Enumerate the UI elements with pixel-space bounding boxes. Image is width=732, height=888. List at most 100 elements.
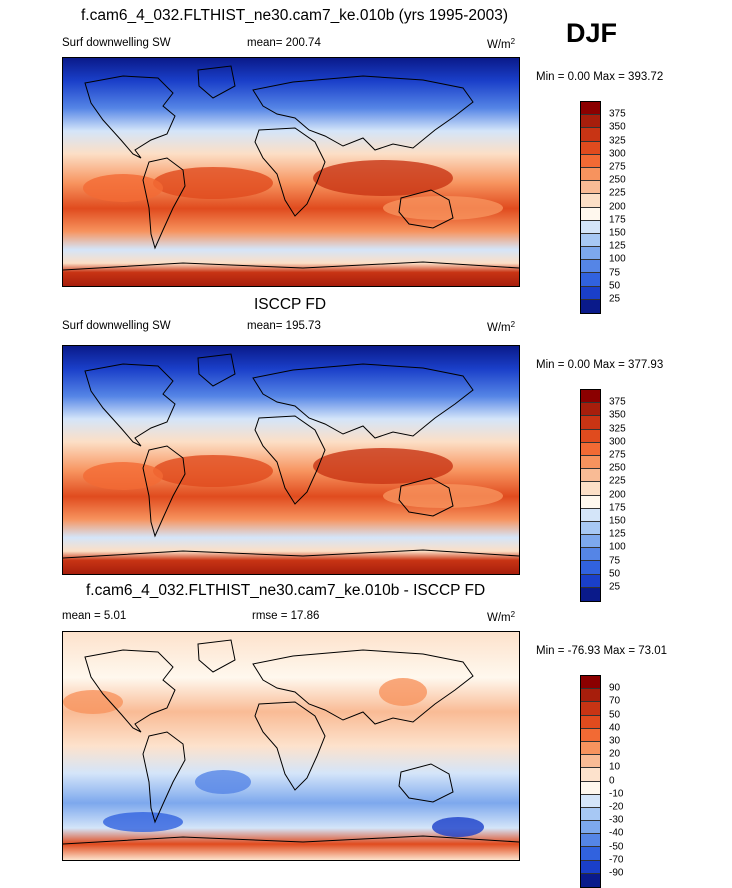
panel2-variable-label: Surf downwelling SW [62,320,171,332]
colorbar-box [581,781,600,795]
colorbar-box [581,247,600,261]
colorbar-box [581,741,600,756]
colorbar-box [581,561,600,575]
colorbar-tick-label: 40 [609,722,621,734]
colorbar-box [581,102,600,116]
colorbar-tick-label: 25 [609,293,621,305]
colorbar-box [581,207,600,221]
colorbar-tick-label: -40 [609,827,624,839]
colorbar-tick-label: 70 [609,695,621,707]
colorbar-box [581,390,600,404]
colorbar-box [581,194,600,208]
colorbar-tick-label: 30 [609,735,621,747]
colorbar-tick-label: 325 [609,423,626,435]
colorbar-tick-label: 0 [609,775,615,787]
colorbar-box [581,469,600,483]
colorbar-tick-label: 275 [609,161,626,173]
colorbar-tick-label: 75 [609,555,621,567]
colorbar-box [581,807,600,822]
colorbar-tick-label: 75 [609,267,621,279]
colorbar-box [581,429,600,443]
colorbar-tick-label: 90 [609,682,621,694]
panel2-minmax: Min = 0.00 Max = 377.93 [536,359,664,371]
colorbar-tick-label: 10 [609,761,621,773]
colorbar-box [581,702,600,716]
colorbar-tick-label: 175 [609,502,626,514]
colorbar-box [581,416,600,430]
colorbar-tick-label: -70 [609,854,624,866]
colorbar-tick-label: 200 [609,201,626,213]
colorbar-tick-label: 225 [609,475,626,487]
colorbar-box [581,834,600,848]
colorbar-box [581,455,600,470]
colorbar-tick-label: 300 [609,148,626,160]
colorbar-tick-label: 250 [609,174,626,186]
panel1-mean: mean= 200.74 [247,37,321,49]
colorbar-tick-label: 150 [609,227,626,239]
colorbar-tick-label: -50 [609,841,624,853]
panel2-mean: mean= 195.73 [247,320,321,332]
map-field [63,58,519,286]
colorbar-box [581,689,600,703]
colorbar-tick-label: 375 [609,108,626,120]
colorbar-tick-label: 350 [609,121,626,133]
colorbar-tick-label: -30 [609,814,624,826]
colorbar-box [581,273,600,287]
colorbar-box [581,794,600,808]
colorbar-tick-label: 125 [609,528,626,540]
colorbar-box [581,821,600,835]
colorbar-box [581,847,600,861]
colorbar-box [581,167,600,182]
colorbar-tick-label: 200 [609,489,626,501]
colorbar-tick-label: 25 [609,581,621,593]
colorbar-box [581,587,600,601]
colorbar-tick-label: 20 [609,748,621,760]
panel3-units: W/m2 [487,610,516,624]
colorbar-tick-label: 175 [609,214,626,226]
colorbar-box [581,860,600,874]
panel2-title: ISCCP FD [254,296,327,313]
panel3-map [62,631,520,861]
colorbar-box [581,181,600,195]
colorbar-box [581,403,600,417]
panel2-colorbar [580,389,601,602]
colorbar-tick-label: 250 [609,462,626,474]
colorbar-tick-label: 375 [609,396,626,408]
colorbar-box [581,286,600,300]
colorbar-box [581,154,600,168]
colorbar-box [581,548,600,562]
panel1-map [62,57,520,287]
colorbar-box [581,873,600,887]
colorbar-box [581,260,600,274]
colorbar-box [581,115,600,129]
map-field [63,346,519,574]
colorbar-box [581,495,600,509]
colorbar-box [581,128,600,142]
colorbar-tick-label: 325 [609,135,626,147]
colorbar-tick-label: 100 [609,253,626,265]
colorbar-box [581,535,600,549]
colorbar-box [581,482,600,496]
colorbar-tick-label: -90 [609,867,624,879]
panel3-rmse: rmse = 17.86 [252,610,320,622]
colorbar-tick-label: 50 [609,568,621,580]
panel2-map [62,345,520,575]
panel3-minmax: Min = -76.93 Max = 73.01 [536,645,668,657]
colorbar-tick-label: 100 [609,541,626,553]
colorbar-box [581,220,600,234]
colorbar-box [581,715,600,729]
colorbar-tick-label: -10 [609,788,624,800]
colorbar-box [581,768,600,782]
panel3-title: f.cam6_4_032.FLTHIST_ne30.cam7_ke.010b -… [86,582,486,599]
panel3-colorbar [580,675,601,888]
colorbar-tick-label: 300 [609,436,626,448]
colorbar-box [581,676,600,690]
panel1-colorbar [580,101,601,314]
colorbar-box [581,141,600,155]
colorbar-box [581,299,600,313]
colorbar-box [581,574,600,588]
colorbar-tick-label: 150 [609,515,626,527]
colorbar-box [581,728,600,742]
panel1-minmax: Min = 0.00 Max = 393.72 [536,71,664,83]
colorbar-box [581,442,600,456]
